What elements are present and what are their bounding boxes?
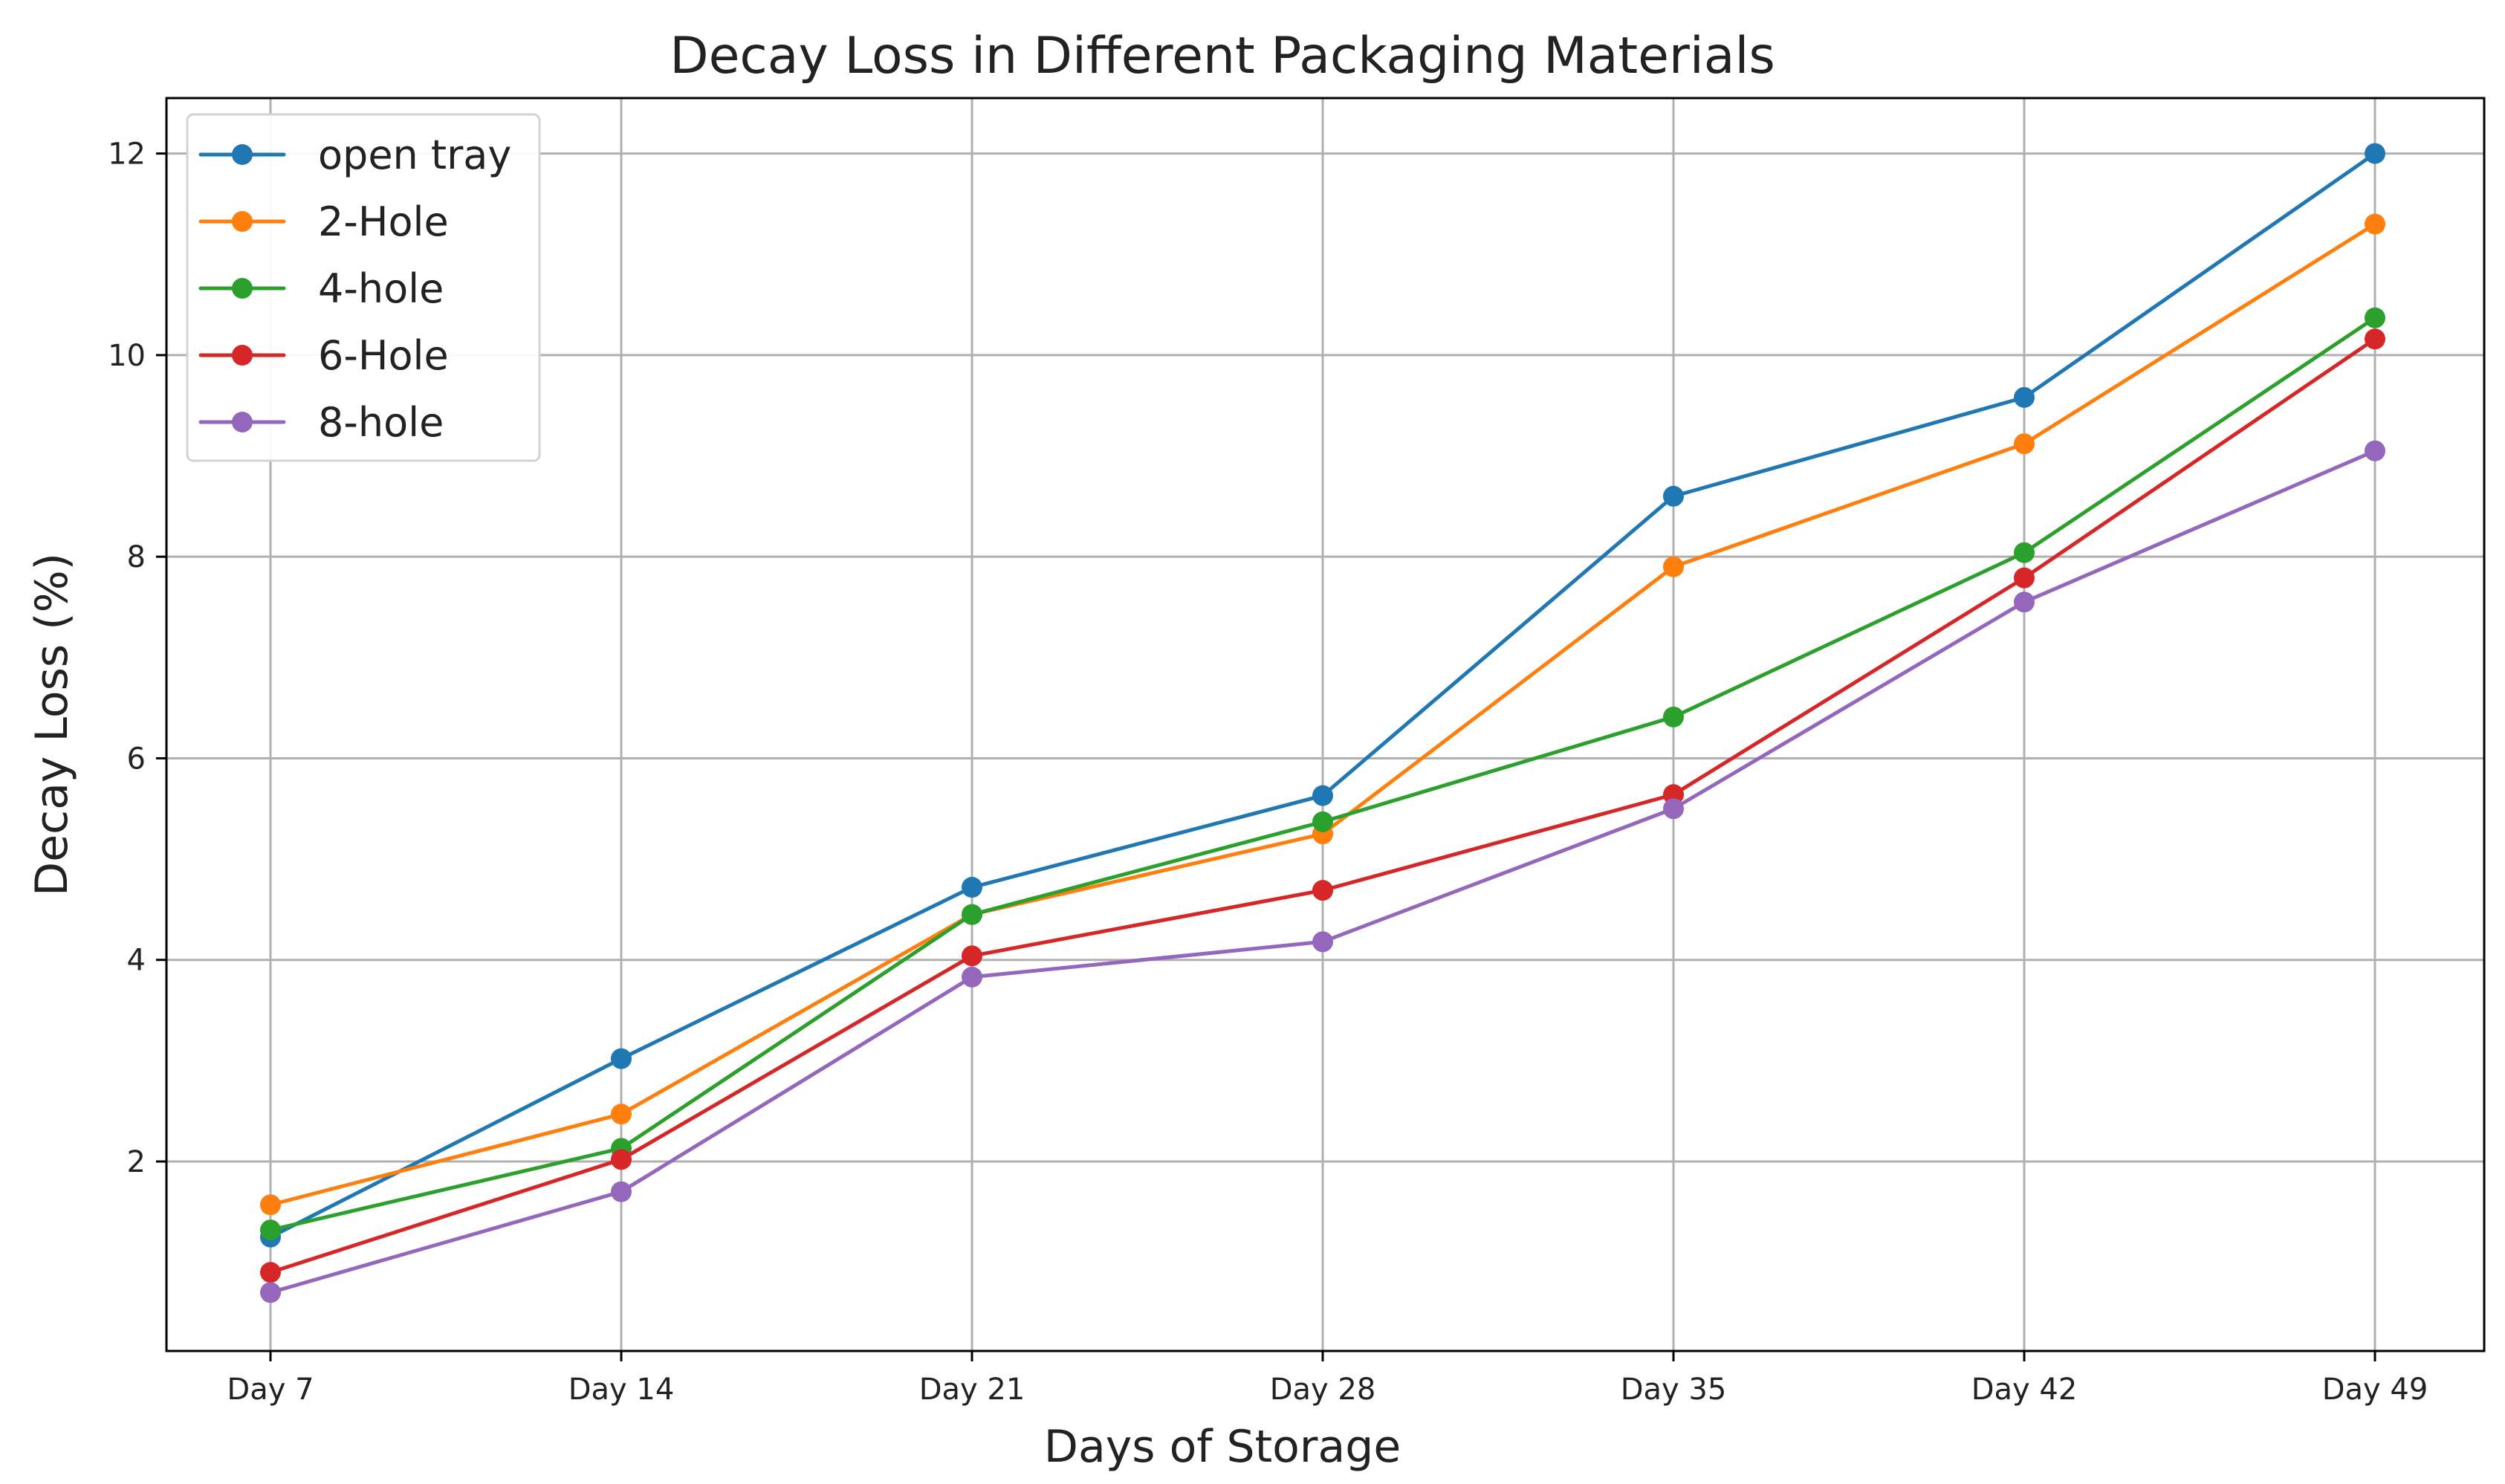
data-point <box>2365 440 2385 461</box>
data-point <box>2365 143 2385 164</box>
data-point <box>611 1181 632 1202</box>
data-point <box>2014 567 2035 589</box>
legend-item: open tray <box>198 132 511 178</box>
data-point <box>1312 931 1333 953</box>
data-point <box>1663 798 1684 820</box>
data-point <box>1663 706 1684 728</box>
x-tick-label: Day 7 <box>227 1373 314 1407</box>
data-point <box>2014 386 2035 408</box>
legend-marker <box>232 345 253 366</box>
series-4-hole <box>260 307 2385 1241</box>
data-point <box>611 1048 632 1069</box>
data-point <box>611 1149 632 1170</box>
data-point <box>1312 880 1333 901</box>
grid-layer <box>166 98 2484 1351</box>
data-point <box>2014 433 2035 455</box>
legend: open tray 2-Hole 4-hole 6-Hole 8-hole <box>186 113 541 462</box>
data-point <box>260 1262 281 1283</box>
data-point <box>962 945 982 967</box>
y-tick-label: 4 <box>127 944 146 978</box>
data-point <box>962 966 982 988</box>
x-axis-label: Days of Storage <box>1044 1421 1401 1473</box>
legend-label: open tray <box>318 132 511 178</box>
x-tick-label: Day 42 <box>1971 1373 2078 1407</box>
series-layer <box>260 143 2385 1303</box>
legend-label: 2-Hole <box>318 198 449 245</box>
legend-marker <box>232 412 253 432</box>
legend-box <box>186 113 541 462</box>
x-tick-label: Day 35 <box>1621 1373 1727 1407</box>
x-tick-label: Day 14 <box>568 1373 675 1407</box>
y-tick-label: 6 <box>127 742 146 776</box>
data-point <box>260 1194 281 1216</box>
legend-marker <box>232 211 253 232</box>
y-tick-label: 12 <box>108 137 146 172</box>
y-tick-label: 8 <box>127 540 146 574</box>
data-point <box>2014 592 2035 613</box>
legend-marker <box>232 278 253 299</box>
legend-label: 8-hole <box>318 399 444 446</box>
data-point <box>260 1219 281 1241</box>
legend-item: 8-hole <box>198 399 444 446</box>
data-point <box>260 1282 281 1303</box>
x-tick-label: Day 28 <box>1270 1373 1376 1407</box>
data-point <box>1312 811 1333 832</box>
data-point <box>1663 485 1684 507</box>
data-point <box>962 904 982 925</box>
data-point <box>2014 542 2035 563</box>
data-point <box>962 877 982 898</box>
x-tick-label: Day 21 <box>919 1373 1025 1407</box>
x-tick-label: Day 49 <box>2322 1373 2428 1407</box>
data-point <box>2365 328 2385 350</box>
plot-frame <box>165 97 2486 1352</box>
legend-item: 4-hole <box>198 265 444 312</box>
data-point <box>611 1104 632 1125</box>
legend-item: 6-Hole <box>198 332 449 379</box>
legend-marker <box>232 144 253 165</box>
axis-layer: Day 7 Day 14 Day 21 Day 28 Day 35 Day 42 Day 4… <box>108 97 2486 1407</box>
legend-label: 4-hole <box>318 265 444 312</box>
chart-title: Decay Loss in Different Packaging Materi… <box>670 27 1775 85</box>
y-tick-label: 10 <box>108 339 146 373</box>
data-point <box>2365 213 2385 235</box>
series-8-hole <box>260 440 2385 1303</box>
y-tick-label: 2 <box>127 1145 146 1179</box>
legend-label: 6-Hole <box>318 332 449 379</box>
data-point <box>2365 307 2385 328</box>
legend-item: 2-Hole <box>198 198 449 245</box>
y-axis-label: Decay Loss (%) <box>26 553 78 896</box>
data-point <box>1312 785 1333 806</box>
series-6-hole <box>260 328 2385 1283</box>
data-point <box>1663 556 1684 577</box>
